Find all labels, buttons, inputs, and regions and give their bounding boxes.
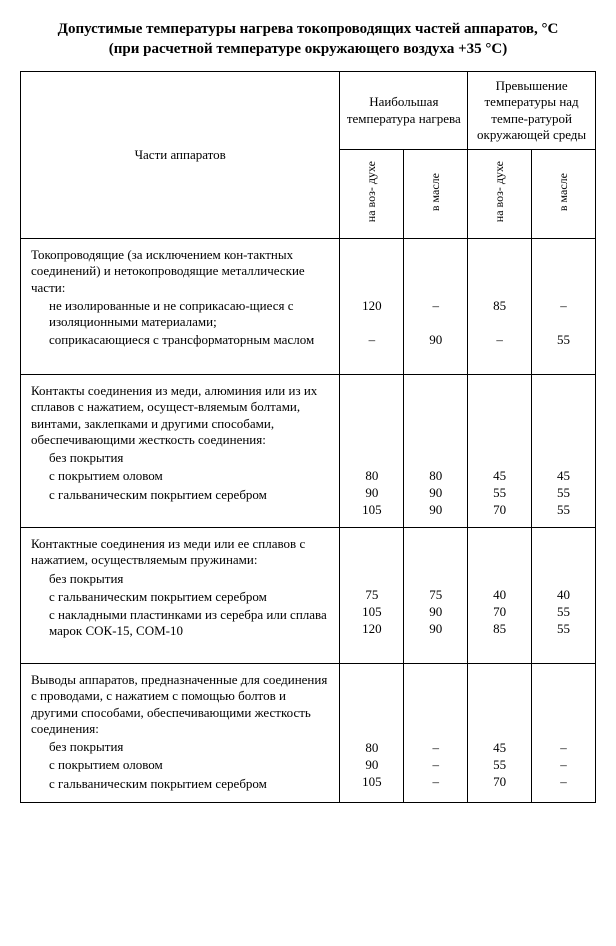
value: – [470,332,529,366]
title-line1: Допустимые температуры нагрева токопрово… [58,21,559,37]
value: 55 [470,485,529,502]
value: 55 [534,332,593,366]
value: 105 [342,502,401,519]
value: 85 [470,621,529,655]
section-item: с гальваническим покрытием серебром [31,589,329,605]
value: 55 [534,485,593,502]
value: – [534,298,593,332]
header-parts: Части аппаратов [21,72,340,239]
section-item: с покрытием оловом [31,468,329,484]
section-item: с гальваническим покрытием серебром [31,776,329,792]
value: 90 [342,757,401,774]
section-item: соприкасающиеся с трансформаторным масло… [31,332,329,348]
section-item: с гальваническим покрытием серебром [31,487,329,503]
value-cell: 120– [340,239,404,375]
section-lead: Токопроводящие (за исключением кон-тактн… [31,247,329,296]
value: 80 [406,468,465,485]
value: 90 [406,621,465,655]
value: 45 [534,468,593,485]
section-item: без покрытия [31,450,329,466]
value-cell: 455570 [468,375,532,528]
value: 120 [342,298,401,332]
section-item: без покрытия [31,739,329,755]
value: 90 [342,485,401,502]
value: 75 [406,587,465,604]
temperature-table: Части аппаратов Наибольшая температура н… [20,71,596,803]
value: 55 [534,604,593,621]
header-oil-1: в масле [404,150,468,239]
section-item: не изолированные и не соприкасаю-щиеся с… [31,298,329,331]
value-cell: 8090105 [340,664,404,803]
value-cell: 455570 [468,664,532,803]
section-cell: Токопроводящие (за исключением кон-тактн… [21,239,340,375]
value: – [406,757,465,774]
value: 105 [342,774,401,791]
value: – [342,332,401,366]
value: 40 [470,587,529,604]
value: 45 [470,468,529,485]
value: – [406,774,465,791]
value: 90 [406,332,465,366]
section-lead: Контактные соединения из меди или ее спл… [31,536,329,569]
header-oil-2: в масле [532,150,596,239]
value: 45 [470,740,529,757]
value: 55 [534,621,593,655]
value-cell: 407085 [468,528,532,664]
value-cell: ––– [532,664,596,803]
value: 80 [342,468,401,485]
value-cell: 809090 [404,375,468,528]
value-cell: 8090105 [340,375,404,528]
value: 90 [406,604,465,621]
value: 40 [534,587,593,604]
value: – [534,740,593,757]
value: 90 [406,502,465,519]
value: 70 [470,774,529,791]
section-item: с накладными пластинками из серебра или … [31,607,329,640]
section-lead: Выводы аппаратов, предназначенные для со… [31,672,329,737]
value: – [406,298,465,332]
section-item: без покрытия [31,571,329,587]
value-cell: 759090 [404,528,468,664]
value: 120 [342,621,401,655]
table-body: Токопроводящие (за исключением кон-тактн… [21,239,596,803]
value: 85 [470,298,529,332]
header-excess-temp: Превышение температуры над темпе-ратурой… [468,72,596,150]
header-air-1: на воз- духе [340,150,404,239]
value: 70 [470,502,529,519]
value: – [406,740,465,757]
value: 70 [470,604,529,621]
value-cell: 85– [468,239,532,375]
section-cell: Контактные соединения из меди или ее спл… [21,528,340,664]
value: 80 [342,740,401,757]
value-cell: 405555 [532,528,596,664]
value: 55 [534,502,593,519]
section-lead: Контакты соединения из меди, алюминия ил… [31,383,329,448]
value: 75 [342,587,401,604]
value: – [534,757,593,774]
title-line2: (при расчетной температуре окружающего в… [109,41,507,57]
value: 55 [470,757,529,774]
value-cell: 455555 [532,375,596,528]
value-cell: 75105120 [340,528,404,664]
value-cell: –90 [404,239,468,375]
section-item: с покрытием оловом [31,757,329,773]
value-cell: ––– [404,664,468,803]
header-max-temp: Наибольшая температура нагрева [340,72,468,150]
table-title: Допустимые температуры нагрева токопрово… [20,20,596,59]
value: 90 [406,485,465,502]
value: 105 [342,604,401,621]
section-cell: Выводы аппаратов, предназначенные для со… [21,664,340,803]
section-cell: Контакты соединения из меди, алюминия ил… [21,375,340,528]
value-cell: –55 [532,239,596,375]
header-air-2: на воз- духе [468,150,532,239]
value: – [534,774,593,791]
